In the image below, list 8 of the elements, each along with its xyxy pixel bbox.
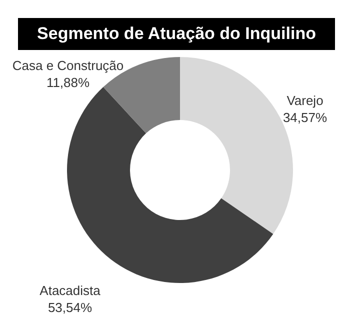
chart-title: Segmento de Atuação do Inquilino: [18, 18, 335, 50]
data-label: 34,57%: [282, 110, 328, 125]
data-label: 53,54%: [48, 300, 92, 315]
slice-label: Varejo: [286, 93, 324, 108]
slice-label: Casa e Construção: [12, 58, 124, 73]
donut-slice: [67, 87, 274, 283]
slice-label: Atacadista: [40, 283, 102, 298]
data-label: 11,88%: [46, 75, 90, 90]
